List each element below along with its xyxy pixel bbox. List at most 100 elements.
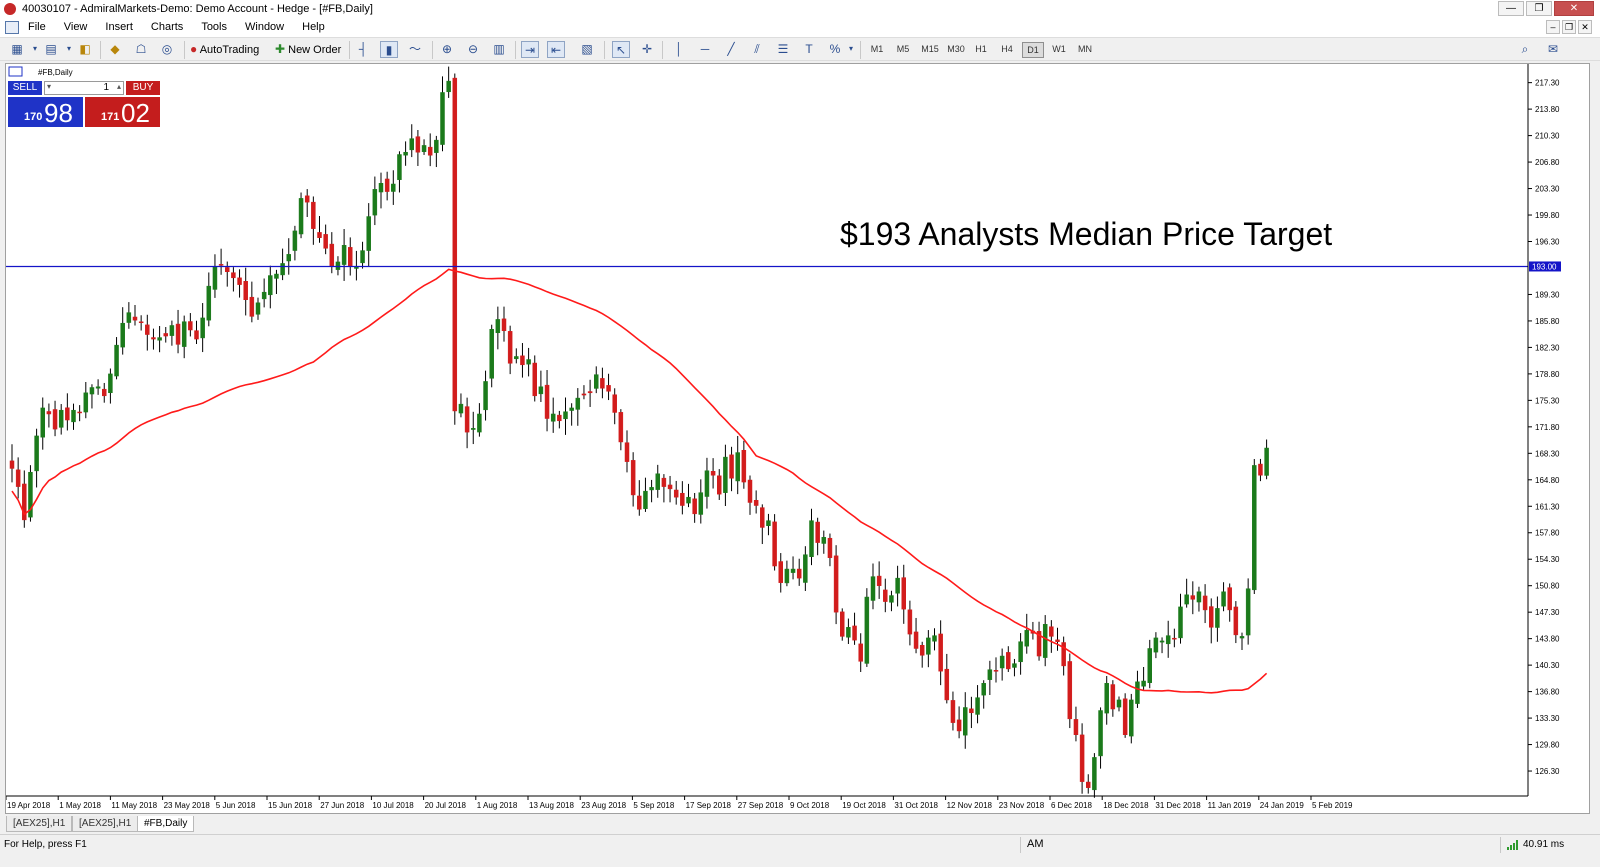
terminal-icon[interactable]: ☖ [135, 42, 147, 56]
candle-body [243, 281, 248, 301]
menu-insert[interactable]: Insert [105, 21, 133, 33]
bar-chart-icon[interactable]: ┤ [358, 42, 368, 56]
candle-body [501, 318, 507, 332]
menu-window[interactable]: Window [245, 21, 285, 33]
price-chart[interactable]: 217.30 213.80 210.30 206.80 203.30 199.80 196.… [6, 64, 1591, 815]
candle-body [815, 521, 820, 543]
timeframe-d1[interactable]: D1 [1022, 42, 1044, 58]
arrows-dropdown-icon[interactable]: ▾ [848, 44, 853, 53]
minimize-button[interactable]: — [1498, 1, 1524, 16]
indicators-icon[interactable]: ▧ [581, 42, 593, 56]
new-order-icon: ✚ [275, 42, 286, 56]
chat-icon[interactable]: ✉ [1547, 42, 1559, 56]
timeframe-h1[interactable]: H1 [975, 44, 987, 54]
text-tool-icon[interactable]: T [805, 42, 813, 56]
time-tick-label: 5 Feb 2019 [1312, 801, 1353, 810]
candle [77, 405, 82, 422]
lot-size-input[interactable]: ▾ 1 ▴ [44, 81, 124, 95]
vertical-line-icon[interactable]: │ [675, 42, 683, 56]
sell-price-pips: 98 [44, 98, 73, 128]
profiles-icon[interactable]: ▤ [45, 42, 57, 56]
candle-body [261, 291, 267, 300]
tab-aex25-h1-a[interactable]: [AEX25],H1 [6, 816, 73, 832]
menu-file[interactable]: File [28, 21, 46, 33]
chart-shift-icon[interactable]: ⇤ [547, 41, 565, 58]
menu-view[interactable]: View [63, 21, 88, 33]
candle-body [913, 631, 919, 649]
profiles-dropdown-icon[interactable]: ▾ [66, 44, 71, 53]
zoom-out-icon[interactable]: ⊖ [467, 42, 479, 56]
restore-button[interactable]: ❐ [1526, 1, 1552, 16]
candle [926, 630, 931, 668]
tab-fb-daily[interactable]: #FB,Daily [137, 816, 195, 832]
candle [1221, 582, 1226, 612]
tab-aex25-h1-b[interactable]: [AEX25],H1 [72, 816, 139, 832]
chart-window[interactable]: 217.30 213.80 210.30 206.80 203.30 199.80 196.… [5, 63, 1590, 814]
zoom-in-icon[interactable]: ⊕ [441, 42, 453, 56]
candlestick-icon[interactable]: ▮ [380, 41, 398, 58]
timeframe-m1[interactable]: M1 [870, 44, 884, 54]
line-chart-icon[interactable]: 〜 [408, 42, 421, 56]
close-button[interactable]: ✕ [1554, 1, 1594, 16]
document-icon[interactable] [5, 21, 19, 34]
sell-price[interactable]: 170 98 [8, 97, 83, 128]
candle [803, 546, 808, 591]
candle [999, 648, 1005, 681]
candle-body [569, 407, 574, 411]
menu-charts[interactable]: Charts [150, 21, 184, 33]
tile-windows-icon[interactable]: ▥ [493, 42, 505, 56]
autotrading-button[interactable]: ● AutoTrading [190, 41, 259, 58]
candle [901, 564, 906, 624]
lot-increase-icon[interactable]: ▴ [116, 82, 121, 91]
candle [987, 660, 993, 695]
cursor-icon[interactable]: ↖ [612, 41, 630, 58]
auto-scroll-icon[interactable]: ⇥ [521, 41, 539, 58]
candle [218, 248, 224, 275]
new-order-button[interactable]: ✚ New Order [275, 41, 341, 58]
lot-decrease-icon[interactable]: ▾ [47, 82, 52, 91]
timeframe-h4[interactable]: H4 [1001, 44, 1013, 54]
timeframe-m30[interactable]: M30 [947, 44, 965, 54]
fibonacci-icon[interactable]: ☰ [777, 42, 789, 56]
navigator-icon[interactable]: ◆ [110, 42, 120, 56]
buy-price[interactable]: 171 02 [85, 97, 160, 128]
search-icon[interactable]: ⌕ [1521, 42, 1529, 56]
candle [132, 305, 138, 326]
price-tick-label: 140.30 [1535, 661, 1560, 670]
chart-restore-button[interactable]: ❐ [1562, 20, 1576, 34]
candle [280, 248, 285, 281]
candle-body [532, 362, 537, 397]
candle-body [766, 520, 771, 526]
strategy-tester-icon[interactable]: ◎ [161, 42, 173, 56]
candle-body [907, 609, 913, 635]
candle-body [46, 411, 52, 415]
sell-button[interactable]: SELL [8, 81, 42, 95]
menu-tools[interactable]: Tools [201, 21, 227, 33]
timeframe-m15[interactable]: M15 [921, 44, 939, 54]
arrows-tool-icon[interactable]: % [829, 42, 841, 56]
candle-body [1147, 648, 1152, 683]
menu-help[interactable]: Help [302, 21, 325, 33]
channel-icon[interactable]: ⫽ [754, 42, 760, 56]
trendline-icon[interactable]: ╱ [727, 42, 735, 56]
timeframe-m5[interactable]: M5 [896, 44, 910, 54]
candle-body [1055, 639, 1060, 642]
buy-button[interactable]: BUY [126, 81, 160, 95]
crosshair-icon[interactable]: ✛ [641, 42, 653, 56]
market-watch-icon[interactable]: ◧ [79, 42, 91, 56]
candle [163, 327, 168, 343]
candle [1239, 632, 1245, 650]
timeframe-w1[interactable]: W1 [1052, 44, 1066, 54]
candle [477, 403, 482, 437]
candle-body [446, 80, 451, 93]
new-chart-dropdown-icon[interactable]: ▾ [32, 44, 37, 53]
chart-close-button[interactable]: ✕ [1578, 20, 1592, 34]
candle [1165, 620, 1171, 658]
horizontal-line-icon[interactable]: ─ [700, 42, 710, 56]
new-chart-icon[interactable]: ▦ [11, 42, 23, 56]
chart-minimize-button[interactable]: – [1546, 20, 1560, 34]
timeframe-mn[interactable]: MN [1078, 44, 1092, 54]
candle-body [1245, 588, 1251, 636]
candle [852, 612, 857, 645]
candle-body [71, 409, 76, 423]
